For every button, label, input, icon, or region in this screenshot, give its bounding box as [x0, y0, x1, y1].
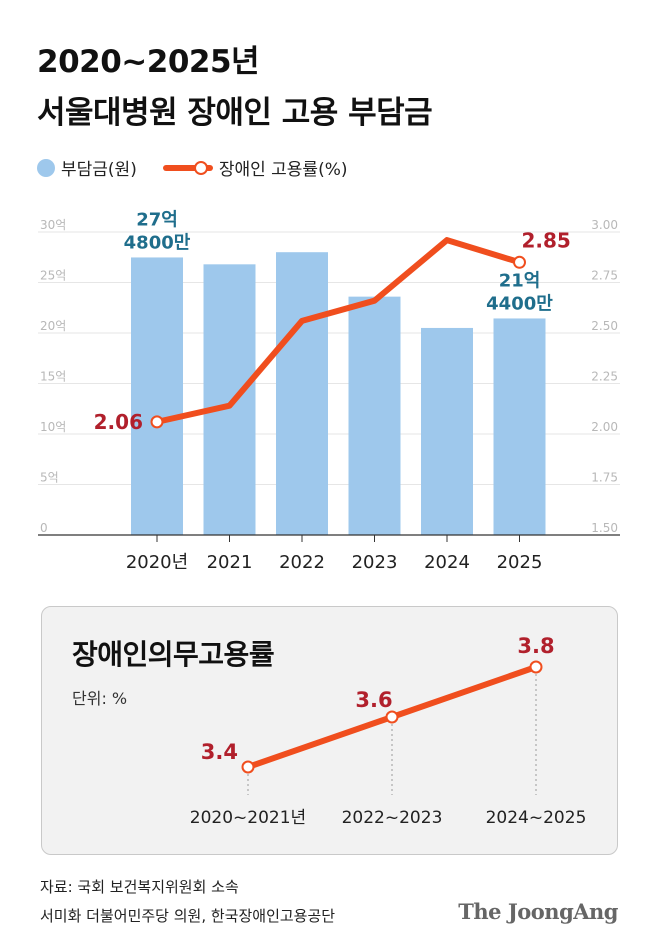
panel-title: 장애인의무고용률 [72, 638, 275, 671]
legend-line-label: 장애인 고용률(%) [218, 160, 348, 180]
mandatory-period-label: 2022~2023 [342, 808, 443, 828]
y-right-tick-label: 2.00 [591, 420, 618, 434]
bar [131, 257, 183, 535]
y-left-tick-label: 5억 [40, 471, 59, 485]
x-tick-label: 2020년 [126, 552, 188, 573]
y-left-tick-label: 20억 [40, 319, 66, 333]
mandatory-rate-panel: 3.4 3.6 3.8 2020~2021년 2022~2023 2024~2025 장애… [41, 606, 618, 855]
mandatory-period-label: 2024~2025 [486, 808, 587, 828]
bar-label-first-line2: 4800만 [124, 232, 191, 253]
bar-label-last-line1: 21억 [499, 270, 541, 291]
y-left-tick-label: 10억 [40, 420, 66, 434]
y-left-tick-label: 30억 [40, 218, 66, 232]
rate-point [150, 415, 164, 429]
legend-line-swatch [162, 159, 213, 177]
y-right-tick-label: 2.50 [591, 319, 618, 333]
y-right-tick-label: 2.25 [591, 370, 618, 384]
mandatory-rate-point [385, 710, 399, 724]
page-title-line1: 2020~2025년 [37, 44, 260, 80]
mandatory-rate-label: 3.6 [355, 688, 392, 712]
mandatory-rate-point [529, 660, 543, 674]
x-tick-label: 2023 [352, 552, 398, 573]
mandatory-period-label: 2020~2021년 [190, 808, 306, 828]
rate-label-last: 2.85 [522, 228, 571, 252]
rate-point [513, 255, 526, 269]
y-right-tick-label: 3.00 [591, 218, 618, 232]
source-line1: 자료: 국회 보건복지위원회 소속 [40, 878, 239, 896]
mandatory-rate-chart: 3.4 3.6 3.8 2020~2021년 2022~2023 2024~2025 [190, 634, 587, 828]
chart-legend: 부담금(원) 장애인 고용률(%) [37, 155, 348, 180]
panel-unit: 단위: % [72, 689, 128, 708]
mandatory-rate-label: 3.4 [201, 740, 238, 764]
y-right-tick-label: 2.75 [591, 269, 618, 283]
y-left-tick-label: 15억 [40, 370, 66, 384]
y-right-tick-label: 1.75 [591, 471, 618, 485]
legend-bar-label: 부담금(원) [61, 160, 137, 180]
bar-label-first-line1: 27억 [136, 209, 178, 230]
y-right-tick-label: 1.50 [591, 521, 618, 535]
x-tick-label: 2024 [424, 552, 470, 573]
mandatory-rate-point [241, 760, 255, 774]
x-tick-label: 2025 [497, 552, 543, 573]
bar [421, 327, 473, 535]
mandatory-rate-label: 3.8 [517, 634, 554, 658]
y-left-tick-label: 25억 [40, 269, 66, 283]
x-tick-label: 2021 [207, 552, 253, 573]
rate-label-first: 2.06 [94, 410, 143, 434]
bar [203, 264, 256, 535]
page-title-line2: 서울대병원 장애인 고용 부담금 [37, 95, 433, 131]
legend-bar-swatch [37, 158, 55, 177]
source-line2: 서미화 더불어민주당 의원, 한국장애인고용공단 [40, 907, 336, 925]
brand-logo: The JoongAng [458, 899, 618, 924]
main-chart: 0 5억 10억 15억 20억 25억 30억 1.50 1.75 2.00 2.25 2.50 2.… [38, 209, 620, 573]
bar-label-last-line2: 4400만 [486, 293, 553, 314]
x-tick-label: 2022 [279, 552, 325, 573]
bar [493, 318, 546, 535]
bar [276, 252, 328, 535]
bar [348, 296, 401, 535]
rate-line [154, 237, 523, 425]
y-left-tick-label: 0 [40, 521, 48, 535]
